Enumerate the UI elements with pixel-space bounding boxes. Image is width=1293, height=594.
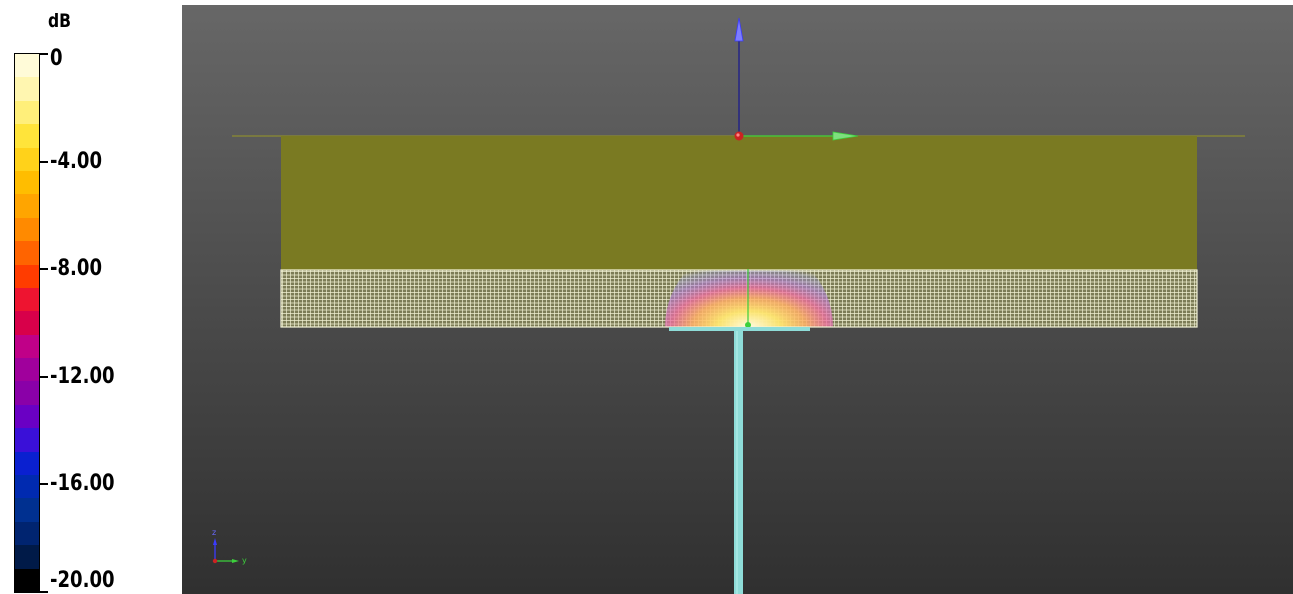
legend-tick-mark [40, 483, 48, 486]
legend-tick-mark [40, 375, 48, 378]
legend-tick-label: -8.00 [50, 256, 103, 282]
legend-tick-mark [40, 53, 48, 55]
colorbar-band [15, 568, 39, 592]
mesh-region[interactable] [280, 243, 1198, 328]
colorbar-band [15, 428, 39, 452]
legend-unit-label: dB [48, 10, 72, 32]
legend-tick-label: -20.00 [50, 568, 115, 593]
legend-tick-label: -4.00 [50, 148, 103, 174]
probe[interactable] [669, 327, 810, 594]
colorbar-band [15, 521, 39, 546]
colorbar-band [15, 381, 39, 405]
scene-canvas[interactable]: z y [182, 5, 1293, 594]
colorbar-band [15, 217, 39, 242]
axis-arrows[interactable] [734, 17, 859, 141]
colorbar-band [15, 287, 39, 312]
colorbar-band [15, 334, 39, 359]
3d-viewport[interactable]: z y [182, 5, 1293, 594]
colorbar [14, 53, 40, 593]
legend-tick-mark [40, 160, 48, 163]
colorbar-band [15, 358, 39, 382]
colorbar-band [15, 147, 39, 171]
colorbar-band [15, 475, 39, 499]
legend-tick-label: -12.00 [50, 363, 115, 389]
colorbar-band [15, 100, 39, 125]
colorbar-band [15, 264, 39, 288]
legend-tick-label: 0 [50, 46, 63, 71]
orientation-triad: z y [212, 528, 247, 565]
colorbar-band [15, 124, 39, 148]
triad-z-label: z [212, 528, 216, 537]
colorbar-band [15, 311, 39, 335]
colorbar-band [15, 451, 39, 476]
colorbar-band [15, 77, 39, 101]
medium-block[interactable] [281, 136, 1197, 270]
colorbar-band [15, 54, 39, 78]
colorbar-band [15, 194, 39, 218]
legend-tick-label: -16.00 [50, 471, 115, 497]
field-intensity-region [665, 270, 833, 327]
colorbar-band [15, 498, 39, 522]
color-legend: dB 0 -4.00 -8.00 -12.00 -16.00 -20.00 [0, 0, 182, 594]
colorbar-band [15, 404, 39, 429]
colorbar-band [15, 545, 39, 569]
colorbar-band [15, 170, 39, 195]
legend-tick-mark [40, 268, 48, 271]
colorbar-band [15, 241, 39, 265]
legend-tick-mark [40, 591, 48, 593]
triad-y-label: y [242, 556, 247, 565]
